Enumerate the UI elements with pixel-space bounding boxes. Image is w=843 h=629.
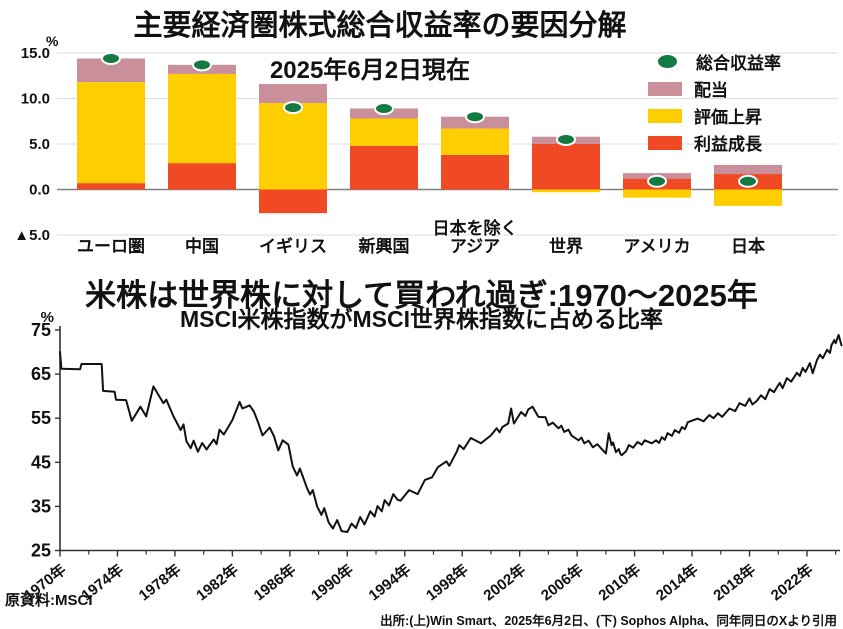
y-axis-tick-label: 55 — [31, 408, 51, 428]
bar-segment-dividend — [259, 83, 327, 104]
x-axis-tick-label: 2006年 — [537, 560, 586, 604]
bar-segment-valuation — [623, 189, 691, 198]
x-axis-tick-label: 1990年 — [308, 560, 357, 604]
legend: 総合収益率配当評価上昇利益成長 — [648, 48, 781, 156]
x-axis-tick-label: 2002年 — [480, 560, 529, 604]
bar-segment-valuation — [714, 189, 782, 206]
legend-item-valuation: 評価上昇 — [648, 102, 781, 129]
x-category-label: 新興国 — [359, 236, 410, 256]
source-note-primary: 原資料:MSCI — [5, 592, 93, 609]
legend-swatch-total — [656, 53, 679, 70]
x-axis-tick-label: 1986年 — [250, 560, 299, 604]
x-axis-tick-label: 1998年 — [422, 560, 471, 604]
bar-segment-valuation — [350, 118, 418, 146]
bar-segment-growth — [350, 145, 418, 190]
x-axis-tick-label: 1982年 — [193, 560, 242, 604]
total-return-dot — [556, 132, 576, 146]
bar-segment-growth — [259, 189, 327, 214]
y-axis-unit-label: % — [46, 33, 59, 49]
bar-segment-valuation — [441, 128, 509, 155]
legend-label-dividend: 配当 — [694, 81, 728, 100]
legend-swatch-growth — [648, 135, 682, 150]
bar-segment-growth — [77, 183, 145, 190]
legend-item-growth: 利益成長 — [648, 129, 781, 156]
x-category-label: アメリカ — [623, 237, 690, 256]
top-chart-title: 主要経済圏株式総合収益率の要因分解 — [133, 10, 627, 42]
y-axis-tick-label: 65 — [31, 364, 51, 384]
bar-segment-growth — [168, 163, 236, 190]
x-axis-tick-label: 2010年 — [595, 560, 644, 604]
legend-item-dividend: 配当 — [648, 75, 781, 102]
us-share-line-series — [59, 333, 843, 533]
total-return-dot — [101, 51, 121, 65]
bar-segment-dividend — [77, 58, 145, 83]
total-return-dot — [738, 174, 758, 188]
x-category-note: 日本を除く — [433, 218, 518, 238]
source-note-citation: 出所:(上)Win Smart、2025年6月2日、(下) Sophos Alp… — [380, 614, 837, 628]
y-axis-tick-label: ▲5.0 — [14, 227, 50, 244]
top-bar-chart-canvas: 15.0 10.0 5.0 0.0 ▲5.0% ユーロ圏 中国 イギリス 新興国 アジア日本を除く… — [14, 33, 838, 256]
bar-segment-valuation — [259, 103, 327, 190]
y-axis-tick-label: 15.0 — [21, 45, 50, 62]
y-axis-tick-label: 35 — [31, 496, 51, 516]
x-category-label: アジア — [450, 237, 500, 256]
total-return-dot — [647, 174, 667, 188]
x-category-label: 中国 — [185, 236, 219, 256]
y-axis-tick-label: 75 — [31, 320, 51, 340]
legend-label-growth: 利益成長 — [694, 135, 762, 154]
x-category-label: ユーロ圏 — [77, 237, 145, 256]
legend-swatch-dividend — [648, 81, 682, 96]
legend-label-total: 総合収益率 — [696, 54, 781, 73]
legend-swatch-valuation — [648, 108, 682, 123]
y-axis-tick-label: 5.0 — [29, 136, 50, 153]
x-category-label: 日本 — [731, 236, 765, 256]
legend-label-valuation: 評価上昇 — [694, 108, 762, 127]
y-axis-tick-label: 0.0 — [29, 182, 50, 199]
x-axis-tick-label: 2022年 — [767, 560, 816, 604]
total-return-dot — [374, 102, 394, 116]
top-chart-subtitle: 2025年6月2日現在 — [269, 57, 471, 84]
bar-segment-growth — [441, 154, 509, 190]
bar-segment-dividend — [714, 164, 782, 175]
y-axis-tick-label: 10.0 — [21, 91, 50, 108]
x-axis-tick-label: 1978年 — [135, 560, 184, 604]
total-return-dot — [465, 110, 485, 124]
bar-segment-valuation — [168, 73, 236, 164]
y-axis-tick-label: 25 — [31, 541, 51, 561]
y-axis-unit-label: % — [41, 309, 54, 326]
x-axis-tick-label: 2018年 — [710, 560, 759, 604]
x-category-label: イギリス — [259, 237, 327, 256]
x-axis-tick-label: 1994年 — [365, 560, 414, 604]
y-axis-tick-label: 45 — [31, 452, 51, 472]
bar-segment-growth — [532, 144, 600, 190]
bar-segment-valuation — [532, 189, 600, 193]
x-axis-tick-label: 2014年 — [652, 560, 701, 604]
bar-segment-valuation — [77, 82, 145, 184]
total-return-dot — [283, 101, 303, 115]
x-category-label: 世界 — [549, 237, 583, 256]
legend-item-total: 総合収益率 — [648, 48, 781, 75]
total-return-dot — [192, 58, 212, 72]
bottom-chart-title: 米株は世界株に対して買われ過ぎ:1970〜2025年 — [85, 278, 758, 313]
bottom-chart-subtitle: MSCI米株指数がMSCI世界株指数に占める比率 — [180, 306, 663, 332]
